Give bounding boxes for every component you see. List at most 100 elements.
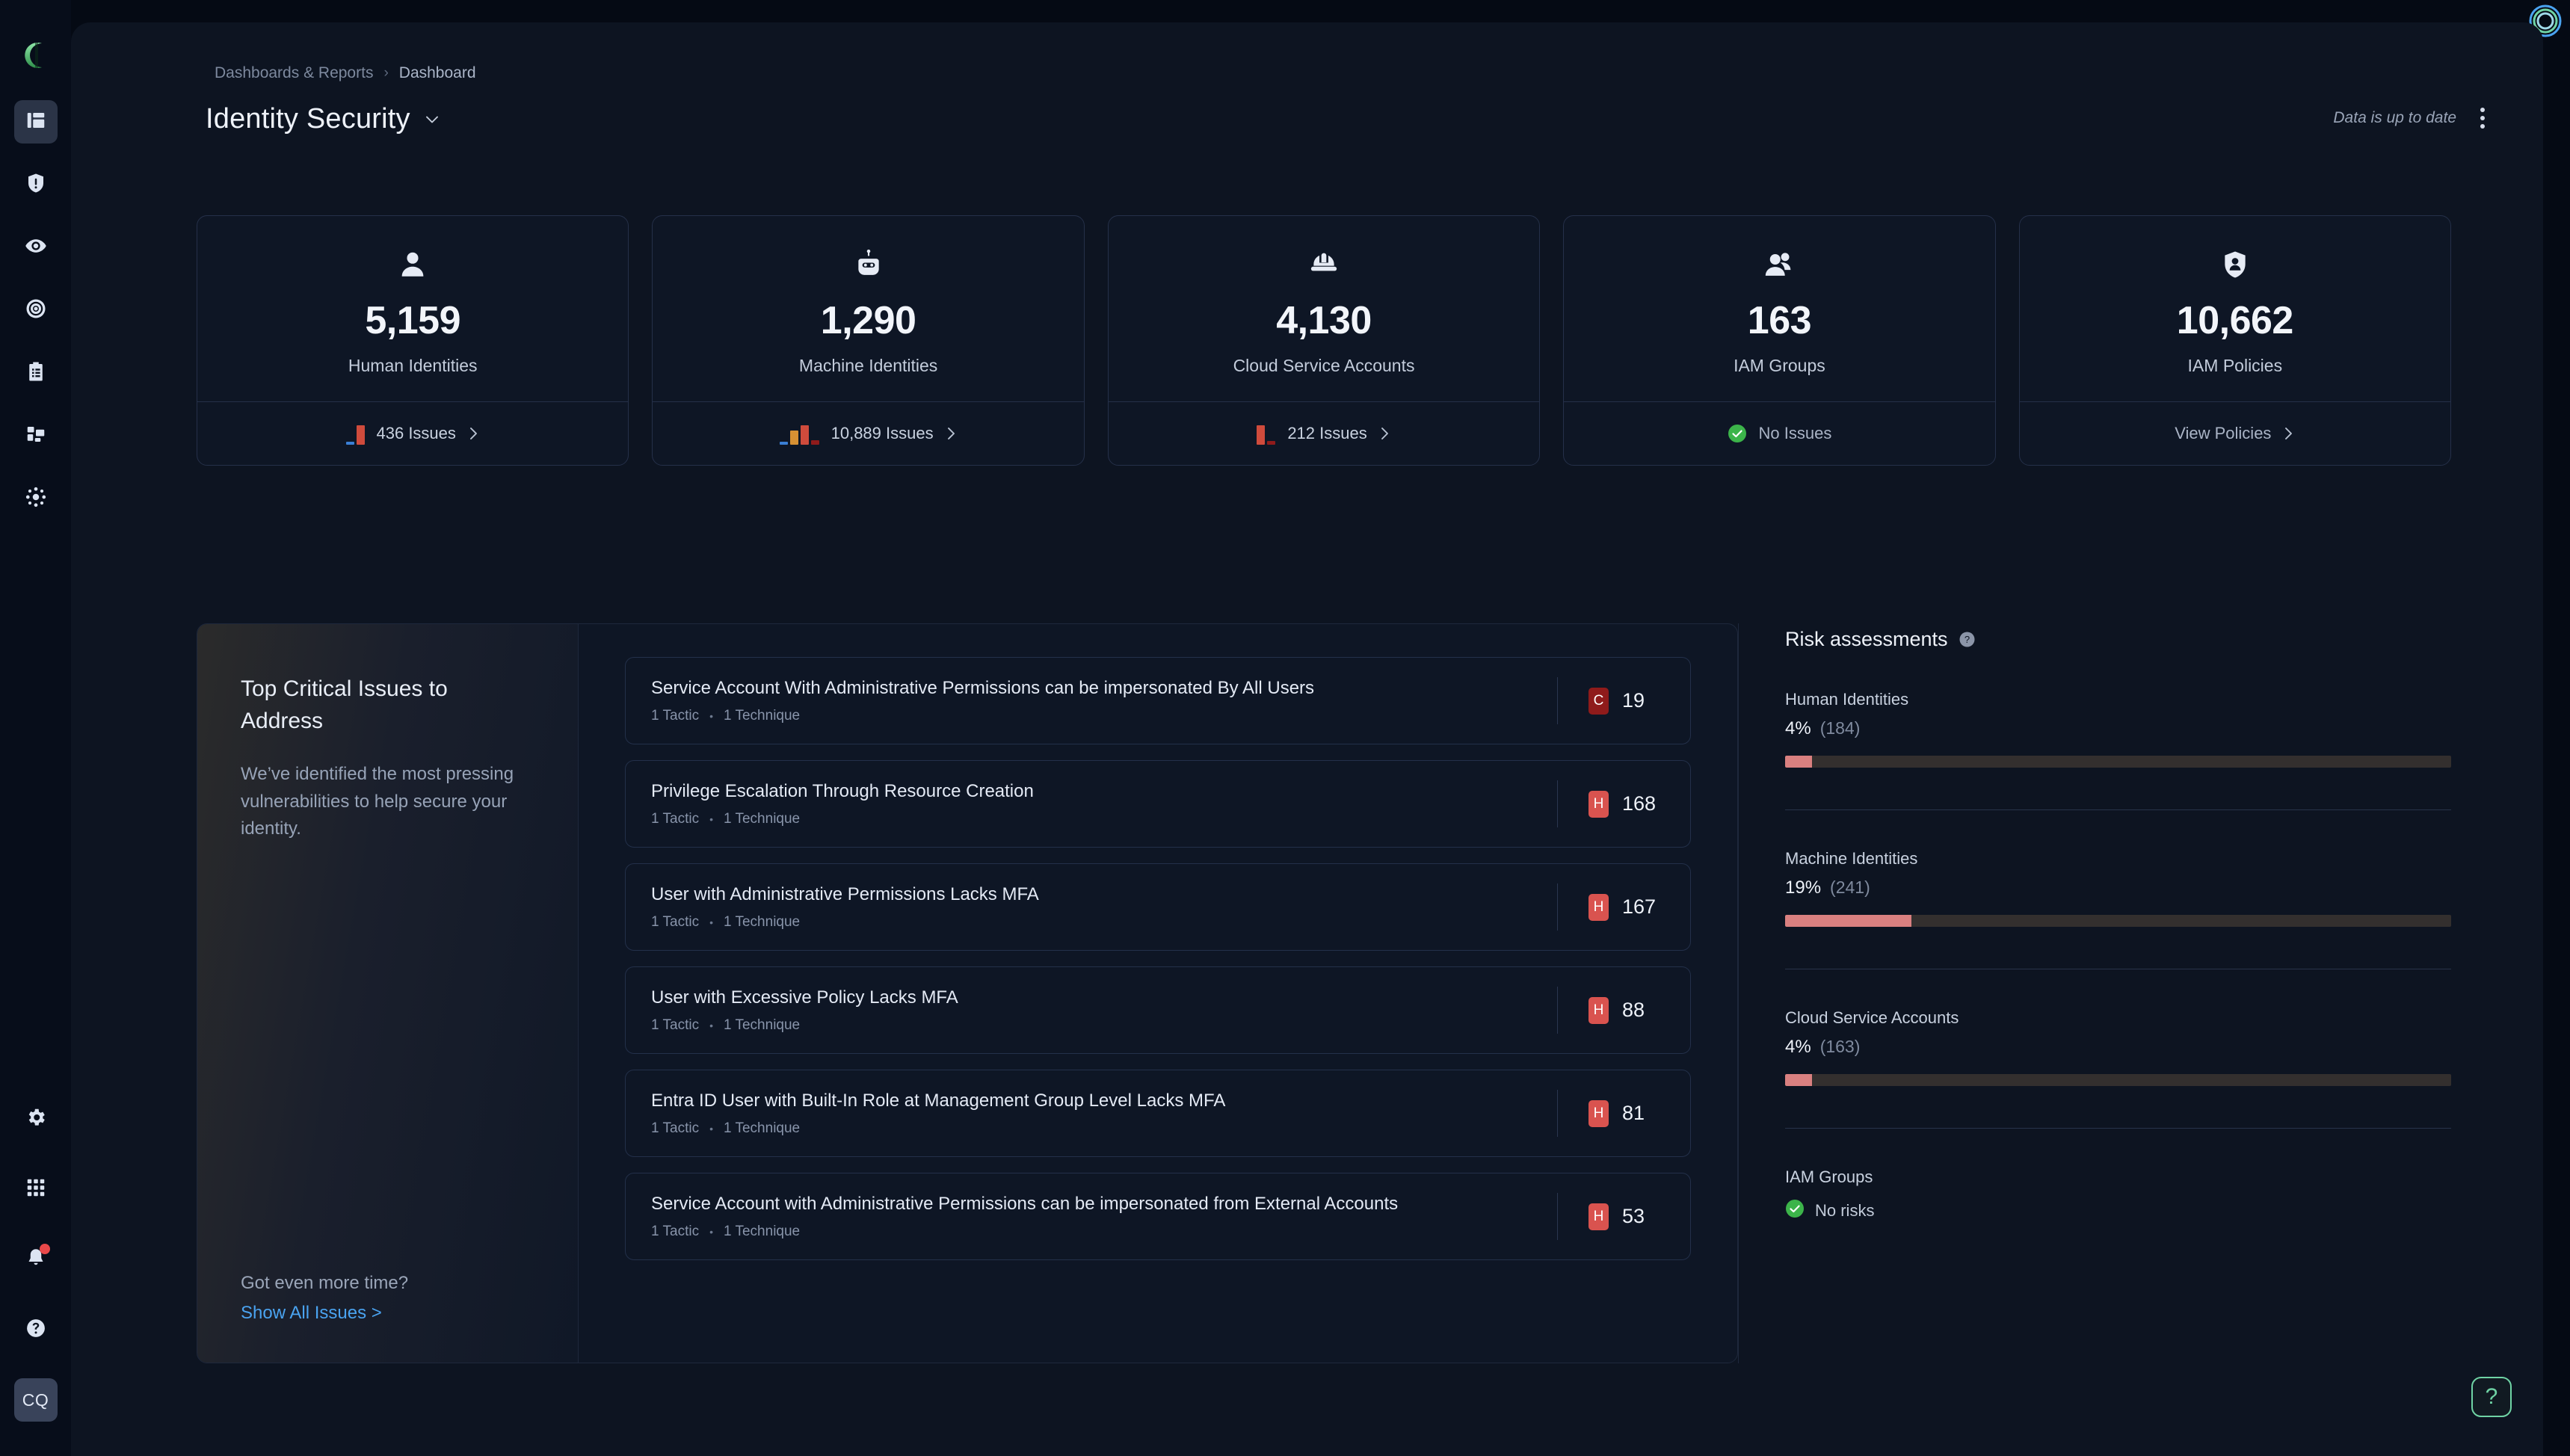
corner-ring-logo-icon [2528,4,2563,38]
page-title: Identity Security [206,103,410,135]
breadcrumb-root[interactable]: Dashboards & Reports [215,64,374,81]
issue-technique-count: 1 Technique [723,811,801,827]
stat-card-footer[interactable]: 10,889 Issues [653,401,1084,465]
stat-card: 163 IAM Groups No Issues [1563,215,1996,466]
risk-item-values: 4% (163) [1785,1037,2451,1058]
stat-card: 5,159 Human Identities 436 Issues [197,215,629,466]
chevron-right-icon [2283,425,2295,442]
mini-bar-chart-icon [1257,422,1276,445]
sidebar-primary-nav [13,100,58,520]
hard-hat-icon [1308,247,1340,282]
sidebar-item-inventory[interactable] [14,414,58,457]
issue-count: 53 [1622,1205,1645,1227]
issue-severity: H 167 [1557,883,1690,931]
severity-badge: H [1588,1203,1609,1230]
sidebar-item-integrations[interactable] [14,477,58,520]
grid-blocks-icon [25,423,47,449]
stat-footer-label: 436 Issues [376,424,456,442]
meta-separator-icon: • [709,1226,713,1238]
risk-percent: 19% [1785,877,1822,898]
issue-tactic-count: 1 Tactic [651,708,700,724]
risk-item-name: Machine Identities [1785,849,1918,868]
issue-tactic-count: 1 Tactic [651,811,700,827]
issue-row-main: Service Account with Administrative Perm… [651,1193,1557,1240]
risk-item-values: 4% (184) [1785,718,2451,739]
issue-row-main: User with Excessive Policy Lacks MFA 1 T… [651,987,1557,1034]
issue-row-main: Privilege Escalation Through Resource Cr… [651,780,1557,827]
page-title-row[interactable]: Identity Security [206,103,440,135]
stat-card: 10,662 IAM Policies View Policies [2018,215,2452,466]
issue-row[interactable]: Service Account with Administrative Perm… [625,1173,1691,1260]
issue-row[interactable]: User with Administrative Permissions Lac… [625,863,1691,951]
issues-cta-question: Got even more time? [241,1273,409,1293]
stat-card-footer[interactable]: No Issues [1564,401,1995,465]
issue-row[interactable]: Entra ID User with Built-In Role at Mana… [625,1070,1691,1157]
sidebar-item-notifications[interactable] [14,1238,58,1281]
issue-title: Entra ID User with Built-In Role at Mana… [651,1091,1226,1111]
sidebar-item-dashboard[interactable] [13,100,58,144]
risk-item: Machine Identities 19% (241) [1785,810,2451,969]
sidebar-item-settings[interactable] [14,1097,58,1141]
issue-row[interactable]: Privilege Escalation Through Resource Cr… [625,760,1691,848]
risk-progress-fill [1785,756,1812,768]
issues-description: We’ve identified the most pressing vulne… [241,764,514,839]
more-vertical-icon[interactable] [2476,103,2489,133]
sidebar-item-help[interactable] [14,1308,58,1351]
risk-ok-label: No risks [1815,1201,1875,1220]
stat-card-footer[interactable]: View Policies [2019,401,2451,465]
stat-card-body: 1,290 Machine Identities [653,216,1083,401]
issue-tactic-count: 1 Tactic [651,1224,700,1239]
stat-card-footer[interactable]: 436 Issues [197,401,629,465]
stat-footer-label: View Policies [2175,424,2272,442]
risk-item: Human Identities 4% (184) [1785,651,2451,810]
issue-title: Service Account With Administrative Perm… [651,678,1315,698]
user-icon [397,247,428,282]
stat-card: 1,290 Machine Identities 10,889 Issues [652,215,1085,466]
show-all-issues-link[interactable]: Show All Issues > [241,1303,382,1323]
issue-meta: 1 Tactic • 1 Technique [651,1224,1557,1240]
left-sidebar: CQ [0,0,71,1456]
sidebar-item-visibility[interactable] [14,226,58,269]
brand-logo-icon[interactable] [19,39,52,72]
issue-row-list: Service Account With Administrative Perm… [579,624,1737,1363]
stat-card-footer[interactable]: 212 Issues [1108,401,1540,465]
severity-badge: C [1588,687,1609,715]
sidebar-item-apps[interactable] [14,1167,58,1211]
sidebar-item-issues[interactable] [14,163,58,206]
sidebar-item-targets[interactable] [14,289,58,332]
issues-cta: Got even more time? Show All Issues > [241,1273,534,1324]
stat-footer-label: 10,889 Issues [831,424,934,442]
issue-severity: H 88 [1557,987,1690,1034]
robot-icon [853,247,884,282]
chevron-down-icon[interactable] [424,111,440,128]
stat-footer-label: No Issues [1758,424,1832,442]
gear-icon [25,1106,47,1132]
help-fab-button[interactable]: ? [2471,1377,2512,1417]
severity-badge: H [1588,893,1609,921]
question-circle-icon[interactable]: ? [1959,631,1976,648]
header-right: Data is up to date [2333,103,2489,133]
bell-icon [25,1247,47,1273]
stat-footer-label: 212 Issues [1287,424,1367,442]
dashboard-body: Top Critical Issues to Address We’ve ide… [197,623,2451,1363]
stat-value: 10,662 [2176,299,2294,342]
issue-row[interactable]: User with Excessive Policy Lacks MFA 1 T… [625,966,1691,1054]
issue-technique-count: 1 Technique [723,708,801,724]
risk-count: (241) [1830,877,1870,897]
svg-text:?: ? [1964,634,1969,645]
risk-item-values: 19% (241) [1785,877,2451,898]
risk-assessments-panel: Risk assessments ? Human Identities 4% (… [1738,623,2451,1363]
target-icon [25,297,47,324]
issue-meta: 1 Tactic • 1 Technique [651,914,1557,931]
meta-separator-icon: • [709,710,713,722]
risk-item-name: Cloud Service Accounts [1785,1008,1959,1027]
mini-bar-chart-icon [779,422,819,445]
issue-row[interactable]: Service Account With Administrative Perm… [625,657,1691,744]
avatar-initials: CQ [22,1389,49,1410]
help-fab-label: ? [2485,1384,2498,1409]
sidebar-item-reports[interactable] [14,351,58,395]
meta-separator-icon: • [709,1123,713,1135]
avatar[interactable]: CQ [13,1378,58,1422]
issue-title: User with Administrative Permissions Lac… [651,884,1039,904]
check-circle-icon [1785,1199,1805,1223]
